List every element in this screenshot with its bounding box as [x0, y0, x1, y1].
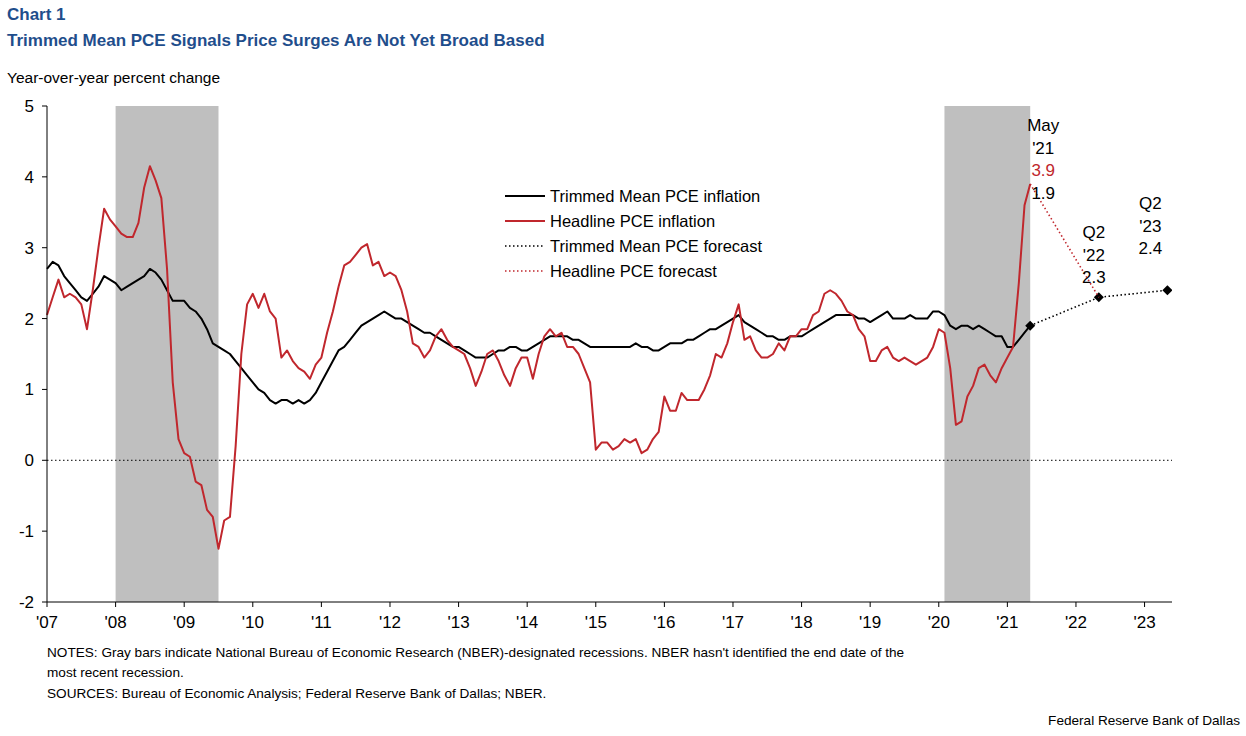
x-tick-label: '22 [1065, 613, 1087, 632]
annotation: 2.4 [1139, 239, 1163, 258]
x-tick-label: '11 [311, 613, 332, 632]
y-tick [42, 531, 47, 532]
x-tick-label: '18 [790, 613, 812, 632]
y-tick-label: 5 [25, 97, 34, 116]
legend-swatch [505, 245, 545, 247]
annotation: 3.9 [1031, 161, 1055, 180]
annotation: '22 [1083, 246, 1105, 265]
x-tick-label: '13 [448, 613, 470, 632]
y-tick-label: 2 [25, 310, 34, 329]
series-line [47, 262, 1030, 404]
x-tick [595, 602, 596, 607]
x-tick [47, 602, 48, 607]
x-tick-label: '23 [1133, 613, 1155, 632]
y-tick-label: 4 [25, 168, 34, 187]
x-tick [184, 602, 185, 607]
x-tick-label: '16 [653, 613, 675, 632]
annotation: 2.3 [1082, 268, 1106, 287]
y-tick [42, 460, 47, 461]
annotation: Q2 [1082, 223, 1105, 242]
y-axis-label: Year-over-year percent change [7, 69, 220, 86]
chart: Chart 1 Trimmed Mean PCE Signals Price Su… [0, 0, 1246, 736]
legend-label: Trimmed Mean PCE inflation [550, 187, 760, 205]
x-tick-label: '20 [928, 613, 950, 632]
x-tick [1075, 602, 1076, 607]
notes: NOTES: Gray bars indicate National Burea… [47, 645, 904, 660]
legend-label: Headline PCE inflation [550, 212, 715, 230]
legend-swatch [505, 195, 545, 197]
annotation: May [1027, 116, 1060, 135]
legend-swatch [505, 270, 545, 272]
y-tick-label: 1 [25, 380, 34, 399]
y-tick [42, 176, 47, 177]
x-tick-label: '08 [105, 613, 127, 632]
x-tick [389, 602, 390, 607]
title: Trimmed Mean PCE Signals Price Surges Ar… [7, 31, 545, 50]
x-tick [664, 602, 665, 607]
recession-band [116, 106, 219, 602]
credit: Federal Reserve Bank of Dallas [1048, 713, 1240, 728]
y-tick-label: 0 [25, 451, 34, 470]
series-marker [1094, 292, 1104, 302]
annotation: '23 [1139, 217, 1161, 236]
x-tick-label: '14 [516, 613, 538, 632]
sources: SOURCES: Bureau of Economic Analysis; Fe… [47, 686, 546, 701]
y-tick-label: -1 [19, 522, 34, 541]
x-tick [115, 602, 116, 607]
annotation: 1.9 [1031, 184, 1055, 203]
x-tick [801, 602, 802, 607]
x-tick [458, 602, 459, 607]
x-tick-label: '17 [722, 613, 744, 632]
x-tick-label: '19 [859, 613, 881, 632]
y-tick [42, 247, 47, 248]
y-tick [42, 318, 47, 319]
x-tick-label: '10 [242, 613, 264, 632]
y-tick [42, 106, 47, 107]
legend-swatch [505, 220, 545, 222]
y-tick [42, 389, 47, 390]
y-tick-label: 3 [25, 239, 34, 258]
chart-label: Chart 1 [7, 5, 66, 24]
x-tick-label: '15 [585, 613, 607, 632]
series-line [1030, 290, 1167, 325]
y-tick-label: -2 [19, 593, 34, 612]
reference-line [47, 460, 1172, 461]
x-tick [321, 602, 322, 607]
x-tick-label: '09 [173, 613, 195, 632]
notes: most recent recession. [47, 665, 184, 680]
x-tick [1007, 602, 1008, 607]
annotation: Q2 [1139, 194, 1162, 213]
y-axis [47, 106, 48, 602]
legend-label: Headline PCE forecast [550, 262, 717, 280]
x-tick [732, 602, 733, 607]
x-axis [47, 602, 1172, 603]
x-tick-label: '21 [996, 613, 1018, 632]
annotation: '21 [1032, 139, 1054, 158]
plot-area [47, 106, 1172, 602]
x-tick [252, 602, 253, 607]
recession-band [944, 106, 1030, 602]
x-tick [1144, 602, 1145, 607]
legend-label: Trimmed Mean PCE forecast [550, 237, 763, 255]
x-tick [527, 602, 528, 607]
series-line [47, 166, 1030, 549]
y-tick [42, 602, 47, 603]
x-tick [870, 602, 871, 607]
series-marker [1162, 285, 1172, 295]
x-tick-label: '12 [379, 613, 401, 632]
x-tick-label: '07 [36, 613, 58, 632]
x-tick [938, 602, 939, 607]
series-marker [1025, 321, 1035, 331]
